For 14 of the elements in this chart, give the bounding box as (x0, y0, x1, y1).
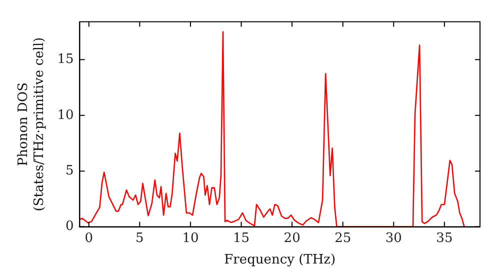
x-tick-label: 25 (334, 230, 352, 246)
x-tick-label: 30 (385, 230, 402, 246)
y-tick-label: 5 (65, 163, 74, 178)
x-tick-label: 20 (284, 230, 300, 246)
x-tick-label: 10 (182, 230, 199, 246)
y-tick-label: 0 (65, 219, 74, 234)
x-tick-label: 15 (232, 230, 250, 246)
x-tick-label: 35 (436, 230, 453, 246)
y-tick-label: 15 (57, 52, 74, 68)
y-axis-title: Phonon DOS (States/THz·primitive cell) (16, 37, 47, 212)
x-axis-title: Frequency (THz) (224, 252, 336, 268)
x-tick-label: 0 (84, 230, 94, 246)
y-tick-label: 10 (57, 108, 74, 123)
x-tick-label: 5 (136, 230, 144, 246)
